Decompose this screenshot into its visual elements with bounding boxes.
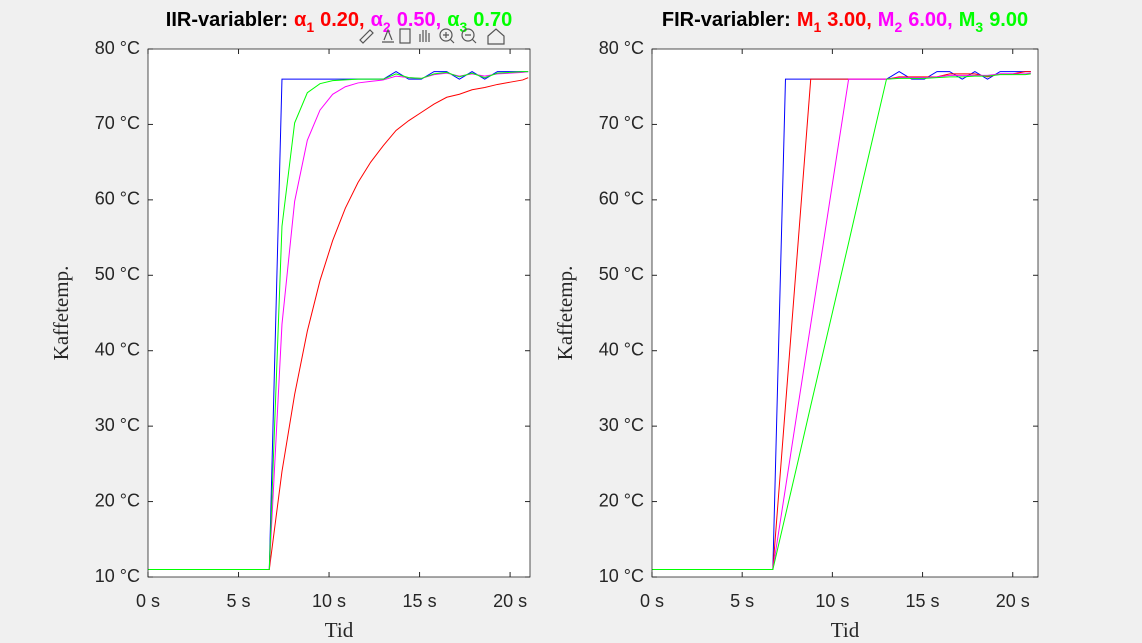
y-tick-label: 60 °C [599,189,644,209]
zoom-out-icon[interactable] [461,28,475,42]
data-line [148,71,529,570]
y-tick-label: 60 °C [95,189,140,209]
chart-title: IIR-variabler: α1 0.20, α2 0.50, α3 0.70 [166,9,512,35]
x-tick-label: 5 s [227,591,251,611]
legend-param: 0.50, [397,9,441,31]
zoom-in-icon[interactable] [439,28,453,42]
x-tick-label: 20 s [493,591,527,611]
home-icon[interactable] [487,28,505,45]
export-icon[interactable] [399,28,411,44]
legend-subscript: 1 [306,19,314,35]
y-tick-label: 80 °C [95,38,140,58]
y-tick-label: 40 °C [95,339,140,359]
x-tick-label: 15 s [403,591,437,611]
plot-area [652,49,1038,577]
title-text: IIR-variabler: [166,9,288,31]
axes-toolbar [359,28,505,45]
y-tick-label: 50 °C [95,264,140,284]
x-axis-label: Tid [325,618,354,642]
x-tick-label: 10 s [815,591,849,611]
y-tick-label: 10 °C [95,566,140,586]
data-line [652,73,1031,570]
x-tick-label: 5 s [730,591,754,611]
data-line [148,77,529,570]
legend-name: α [371,9,384,31]
title-text: FIR-variabler: [662,9,791,31]
y-tick-label: 10 °C [599,566,644,586]
x-tick-label: 0 s [136,591,160,611]
y-tick-label: 40 °C [599,339,644,359]
legend-name: α [294,9,307,31]
y-tick-label: 50 °C [599,264,644,284]
y-tick-label: 20 °C [95,490,140,510]
data-line [652,72,1031,570]
legend-subscript: 3 [459,19,467,35]
x-tick-label: 20 s [996,591,1030,611]
y-axis-label: Kaffetemp. [553,266,577,361]
y-axis-label: Kaffetemp. [49,266,73,361]
x-axis-label: Tid [831,618,860,642]
y-tick-label: 30 °C [599,415,644,435]
y-tick-label: 70 °C [599,113,644,133]
y-tick-label: 20 °C [599,490,644,510]
legend-name: M [878,9,895,31]
legend-name: α [447,9,460,31]
legend-param: 6.00, [908,9,952,31]
y-tick-label: 30 °C [95,415,140,435]
legend-param: 9.00 [989,9,1028,31]
x-tick-label: 10 s [312,591,346,611]
legend-subscript: 3 [975,19,983,35]
legend-name: M [797,9,814,31]
axes-box [147,48,531,578]
brush-icon[interactable] [359,29,374,44]
y-tick-label: 80 °C [599,38,644,58]
legend-name: M [959,9,976,31]
y-tick-label: 70 °C [95,113,140,133]
axes-box [651,48,1039,578]
x-tick-label: 0 s [640,591,664,611]
x-tick-label: 15 s [906,591,940,611]
datatip-icon[interactable] [382,28,394,43]
legend-subscript: 1 [813,19,821,35]
data-line [652,71,1031,570]
legend-subscript: 2 [383,19,391,35]
legend-param: 0.20, [320,9,364,31]
data-line [148,71,529,570]
legend-param: 0.70 [473,9,512,31]
chart-title: FIR-variabler: M1 3.00, M2 6.00, M3 9.00 [662,9,1028,35]
legend-subscript: 2 [894,19,902,35]
pan-icon[interactable] [419,30,430,42]
legend-param: 3.00, [827,9,871,31]
plot-area [148,49,530,577]
